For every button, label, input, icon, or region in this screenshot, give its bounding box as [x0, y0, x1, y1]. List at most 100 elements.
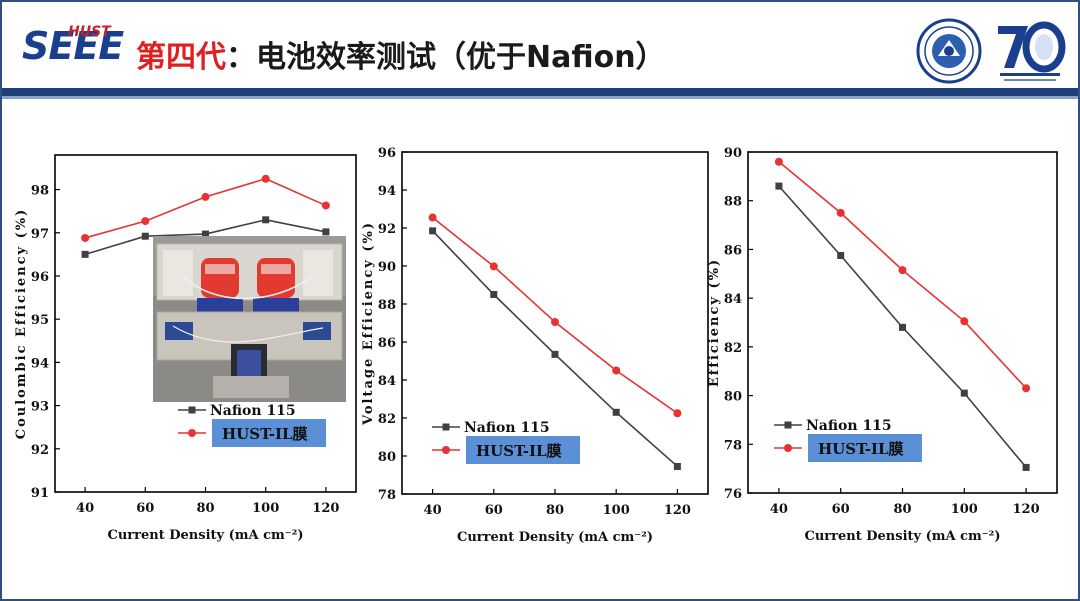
- y-tick-label: 94: [378, 184, 396, 199]
- page-title: 第四代：电池效率测试（优于Nafion）: [136, 32, 666, 76]
- data-point-hust: [201, 192, 210, 201]
- y-tick-label: 90: [724, 146, 742, 161]
- y-tick-label: 82: [378, 412, 396, 427]
- data-point-nafion: [673, 462, 681, 470]
- legend-marker-nafion: [442, 423, 450, 431]
- data-point-hust: [1022, 384, 1031, 393]
- x-tick-label: 100: [951, 502, 978, 517]
- legend-marker-hust: [442, 446, 450, 454]
- y-tick-label: 94: [31, 356, 49, 371]
- y-tick-label: 82: [724, 341, 742, 356]
- y-tick-label: 80: [724, 390, 742, 405]
- data-point-hust: [612, 366, 621, 375]
- x-tick-label: 120: [1013, 502, 1040, 517]
- y-tick-label: 84: [724, 292, 742, 307]
- x-tick-label: 80: [196, 501, 214, 516]
- legend-marker-hust: [784, 444, 792, 452]
- data-point-nafion: [899, 323, 906, 331]
- chart-3: 76 78 80 82 84 86 88 90 40 60 80 100 120 Current Dens…: [707, 146, 1058, 544]
- legend-marker-nafion: [784, 421, 792, 429]
- legend-marker-hust: [188, 429, 196, 437]
- data-point-nafion: [262, 216, 270, 224]
- university-seal-icon: [916, 18, 982, 84]
- legend: Nafion 115 HUST-IL膜: [774, 418, 922, 462]
- title-highlight: 第四代: [136, 40, 226, 75]
- data-point-nafion: [551, 350, 559, 358]
- data-point-nafion: [612, 408, 620, 416]
- data-point-hust: [428, 213, 437, 222]
- x-axis-label: Current Density (mA cm⁻²): [108, 528, 304, 543]
- x-axis-label: Current Density (mA cm⁻²): [805, 529, 1001, 544]
- data-point-hust: [141, 217, 150, 226]
- y-tick-label: 90: [378, 260, 396, 275]
- hust-logo-super: HUST: [68, 24, 111, 40]
- y-tick-label: 88: [378, 298, 396, 313]
- x-tick-label: 120: [664, 503, 691, 518]
- data-point-nafion: [429, 227, 437, 235]
- x-tick-label: 100: [252, 501, 279, 516]
- x-tick-label: 40: [770, 502, 788, 517]
- y-tick-label: 80: [378, 450, 396, 465]
- y-tick-label: 86: [378, 336, 396, 351]
- title-rest: ：电池效率测试（优于Nafion）: [226, 40, 666, 75]
- data-point-hust: [836, 208, 845, 217]
- x-tick-label: 80: [893, 502, 911, 517]
- data-point-hust: [774, 157, 783, 166]
- data-point-nafion: [202, 230, 209, 238]
- anniversary-70-icon: [998, 21, 1066, 81]
- y-axis-label: Voltage Efficiency (%): [361, 221, 376, 426]
- y-tick-label: 98: [31, 184, 49, 199]
- data-point-nafion: [81, 250, 89, 258]
- y-tick-label: 92: [378, 222, 396, 237]
- data-point-hust: [321, 201, 330, 210]
- data-point-hust: [551, 318, 559, 327]
- y-tick-label: 91: [31, 486, 49, 501]
- y-tick-label: 96: [378, 146, 396, 161]
- y-axis-label: Coulombic Efficiency (%): [14, 208, 29, 440]
- y-tick-label: 96: [31, 270, 49, 285]
- chart-2: 78 80 82 84 86 88 90 92 94 96 40 60 80 100 120 Current …: [361, 146, 709, 545]
- seee-logo: SEEE: [22, 24, 124, 68]
- data-point-hust: [673, 409, 682, 418]
- y-tick-label: 84: [378, 374, 396, 389]
- y-tick-label: 93: [31, 400, 49, 415]
- data-point-hust: [960, 317, 969, 326]
- y-tick-label: 78: [378, 488, 396, 503]
- header-bar-light: [2, 96, 1078, 99]
- y-tick-label: 78: [724, 438, 742, 453]
- data-point-nafion: [775, 182, 783, 190]
- y-tick-label: 95: [31, 313, 49, 328]
- data-point-nafion: [322, 228, 330, 236]
- x-tick-label: 100: [603, 503, 630, 518]
- data-point-nafion: [141, 232, 149, 240]
- data-point-hust: [898, 266, 907, 275]
- legend-box-hust: [808, 434, 922, 462]
- x-tick-label: 40: [76, 501, 94, 516]
- legend-marker-nafion: [188, 406, 196, 414]
- logo-text: SEEE: [22, 24, 124, 68]
- data-point-nafion: [960, 389, 968, 397]
- x-tick-label: 120: [312, 501, 339, 516]
- legend-box-hust: [466, 436, 580, 464]
- x-tick-label: 60: [485, 503, 503, 518]
- x-tick-label: 60: [136, 501, 154, 516]
- y-axis-label: Efficiency (%): [707, 258, 722, 387]
- x-axis-label: Current Density (mA cm⁻²): [457, 530, 653, 545]
- legend: Nafion 115 HUST-IL膜: [178, 403, 326, 447]
- data-point-nafion: [837, 252, 845, 260]
- data-point-hust: [81, 233, 90, 242]
- y-tick-label: 76: [724, 487, 742, 502]
- slide-header: SEEE HUST 第四代：电池效率测试（优于Nafion）: [2, 2, 1078, 90]
- legend-label-hust: HUST-IL膜: [476, 442, 562, 460]
- legend-label-nafion: Nafion 115: [210, 403, 296, 419]
- data-point-hust: [489, 262, 498, 271]
- y-tick-label: 92: [31, 443, 49, 458]
- legend-label-nafion: Nafion 115: [464, 420, 550, 436]
- data-point-nafion: [490, 291, 498, 298]
- y-tick-label: 97: [31, 227, 49, 242]
- data-point-hust: [261, 174, 270, 183]
- battery-test-photo: [153, 236, 346, 402]
- y-tick-label: 88: [724, 195, 742, 210]
- legend-box-hust: [212, 419, 326, 447]
